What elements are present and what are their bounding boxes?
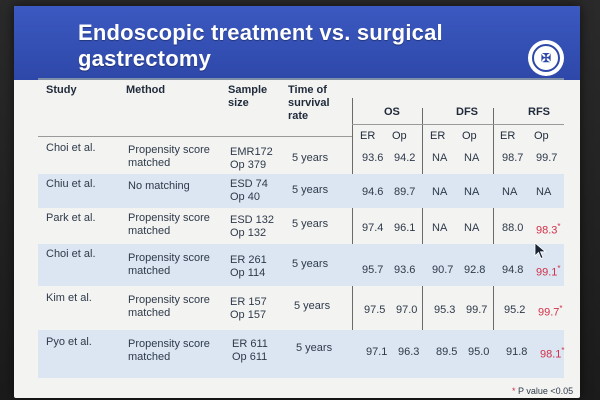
comparison-table: Study Method Sample size Time of surviva… (38, 78, 564, 378)
footnote-text: P value <0.05 (515, 386, 574, 396)
os-op-value: 94.2 (394, 152, 416, 164)
time-cell: 5 years (292, 258, 329, 270)
time-cell: 5 years (292, 184, 329, 196)
table-top-rule (38, 78, 564, 80)
subheader-dfs-op: Op (462, 130, 477, 142)
divider-rfs (493, 108, 494, 378)
dfs-er-value: NA (432, 152, 448, 164)
divider-os (352, 98, 353, 378)
header-bottom-rule (38, 136, 352, 137)
header-time-of-survival: Time of survival rate (288, 84, 330, 122)
title-banner: Endoscopic treatment vs. surgical gastre… (14, 6, 580, 80)
seal-mark: ✠ (532, 44, 560, 72)
sample-cell: ER 157 Op 157 (230, 296, 267, 321)
os-er-value: 95.7 (362, 264, 384, 276)
dfs-er-value: NA (432, 186, 448, 198)
study-cell: Kim et al. (46, 292, 92, 304)
os-er-value: 97.1 (366, 346, 388, 358)
dfs-op-value: 95.0 (468, 346, 490, 358)
table-row: Park et al. Propensity score matched ESD… (38, 208, 564, 244)
os-op-value: 97.0 (396, 304, 418, 316)
table-row: Chiu et al. No matching ESD 74 Op 40 5 y… (38, 174, 564, 208)
rfs-op-value-significant: 99.1 (536, 264, 561, 279)
rfs-er-value: NA (502, 186, 518, 198)
subheader-rule (352, 124, 564, 125)
rfs-op-value-significant: 98.1 (540, 346, 565, 361)
rfs-er-value: 91.8 (506, 346, 528, 358)
sample-cell: ESD 132 Op 132 (230, 214, 275, 239)
subheader-rfs-op: Op (534, 130, 549, 142)
os-op-value: 89.7 (394, 186, 416, 198)
rfs-op-value-significant: 99.7 (538, 304, 563, 319)
header-os: OS (384, 106, 400, 118)
sample-cell: ER 611 Op 611 (232, 338, 268, 363)
os-er-value: 94.6 (362, 186, 384, 198)
study-cell: Park et al. (46, 212, 96, 224)
university-seal-icon: ✠ (528, 40, 564, 76)
rfs-op-value: 99.7 (536, 152, 558, 164)
sample-cell: ER 261 Op 114 (230, 254, 267, 279)
subheader-rfs-er: ER (500, 130, 516, 142)
dfs-op-value: 92.8 (464, 264, 486, 276)
dfs-op-value: NA (464, 222, 480, 234)
table-row: Choi et al. Propensity score matched EMR… (38, 138, 564, 174)
dfs-er-value: 95.3 (434, 304, 456, 316)
dfs-op-value: 99.7 (466, 304, 488, 316)
study-cell: Chiu et al. (46, 178, 96, 190)
method-cell: Propensity score matched (128, 294, 210, 319)
dfs-op-value: NA (464, 152, 480, 164)
rfs-op-value-significant: 98.3 (536, 222, 561, 237)
table-row: Pyo et al. Propensity score matched ER 6… (38, 330, 564, 378)
subheader-dfs-er: ER (430, 130, 446, 142)
header-sample-size: Sample size (228, 84, 268, 109)
sample-cell: EMR172 Op 379 (230, 146, 273, 171)
subheader-os-er: ER (360, 130, 376, 142)
divider-dfs (422, 108, 423, 378)
rfs-er-value: 98.7 (502, 152, 524, 164)
slide-title: Endoscopic treatment vs. surgical gastre… (78, 20, 443, 71)
os-er-value: 97.5 (364, 304, 386, 316)
study-cell: Choi et al. (46, 142, 96, 154)
time-cell: 5 years (296, 342, 333, 354)
presentation-slide: Endoscopic treatment vs. surgical gastre… (14, 6, 580, 398)
os-er-value: 93.6 (362, 152, 384, 164)
os-er-value: 97.4 (362, 222, 384, 234)
mouse-pointer-icon (534, 242, 547, 260)
study-cell: Choi et al. (46, 248, 96, 260)
method-cell: Propensity score matched (128, 252, 210, 277)
time-cell: 5 years (294, 300, 331, 312)
table-row: Choi et al. Propensity score matched ER … (38, 244, 564, 286)
header-dfs: DFS (456, 106, 478, 118)
method-cell: Propensity score matched (128, 212, 210, 237)
time-cell: 5 years (292, 152, 329, 164)
footnote-star: * (512, 386, 516, 396)
study-cell: Pyo et al. (46, 336, 92, 348)
header-study: Study (46, 84, 77, 96)
method-cell: Propensity score matched (128, 144, 210, 169)
p-value-footnote: * P value <0.05 (512, 386, 573, 396)
method-cell: No matching (128, 180, 190, 192)
os-op-value: 93.6 (394, 264, 416, 276)
os-op-value: 96.3 (398, 346, 420, 358)
header-method: Method (126, 84, 166, 96)
table-row: Kim et al. Propensity score matched ER 1… (38, 286, 564, 330)
rfs-er-value: 88.0 (502, 222, 524, 234)
dfs-er-value: 89.5 (436, 346, 458, 358)
dfs-op-value: NA (464, 186, 480, 198)
rfs-er-value: 94.8 (502, 264, 524, 276)
rfs-op-value: NA (536, 186, 552, 198)
header-rfs: RFS (528, 106, 550, 118)
dfs-er-value: NA (432, 222, 448, 234)
sample-cell: ESD 74 Op 40 (230, 178, 268, 203)
rfs-er-value: 95.2 (504, 304, 526, 316)
os-op-value: 96.1 (394, 222, 416, 234)
dfs-er-value: 90.7 (432, 264, 454, 276)
subheader-os-op: Op (392, 130, 407, 142)
method-cell: Propensity score matched (128, 338, 210, 363)
time-cell: 5 years (292, 218, 329, 230)
